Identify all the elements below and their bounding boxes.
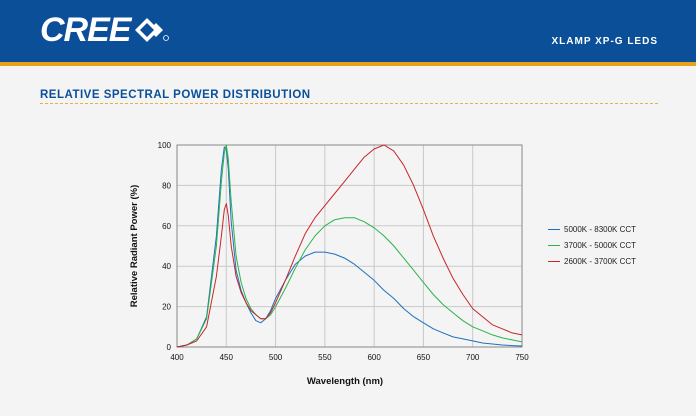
logo-text: CREE (40, 10, 131, 49)
y-tick-label: 80 (162, 181, 171, 190)
x-tick-label: 700 (466, 353, 480, 362)
legend-label: 5000K - 8300K CCT (564, 224, 637, 234)
y-tick-label: 60 (162, 222, 171, 231)
legend-label: 3700K - 5000K CCT (564, 240, 637, 250)
x-tick-label: 450 (220, 353, 234, 362)
chart-series (176, 144, 523, 348)
product-title: XLAMP XP-G LEDS (551, 36, 658, 47)
series-line-2 (176, 144, 523, 348)
x-tick-label: 600 (367, 353, 381, 362)
x-tick-label: 400 (170, 353, 184, 362)
legend-swatch (548, 244, 560, 246)
legend-item-2: 3700K - 5000K CCT (548, 237, 636, 253)
y-tick-label: 100 (158, 141, 172, 150)
cree-logo: CREE (40, 10, 170, 49)
chart-legend: 5000K - 8300K CCT 3700K - 5000K CCT 2600K … (548, 221, 636, 269)
y-tick-label: 40 (162, 262, 171, 271)
x-tick-label: 550 (318, 353, 332, 362)
plot-area-border (176, 144, 523, 348)
x-tick-label: 750 (515, 353, 529, 362)
legend-item-3: 2600K - 3700K CCT (548, 253, 636, 269)
y-tick-label: 0 (167, 343, 172, 352)
section-divider (40, 103, 658, 104)
series-line-3 (176, 144, 523, 348)
x-axis-label: Wavelength (nm) (307, 376, 383, 387)
section-title: RELATIVE SPECTRAL POWER DISTRIBUTION (40, 89, 311, 101)
diamond-logo-icon (135, 18, 170, 42)
chart-ticks: 400 450 500 550 600 650 700 750 0 20 40 60 80 100 (158, 141, 530, 362)
header-stripe (0, 62, 696, 66)
legend-item-1: 5000K - 8300K CCT (548, 221, 636, 237)
legend-swatch (548, 260, 560, 262)
legend-label: 2600K - 3700K CCT (564, 256, 637, 266)
header-bar: CREE XLAMP XP-G LEDS (0, 0, 696, 62)
y-axis-label: Relative Radiant Power (%) (129, 185, 140, 307)
series-line-1 (176, 146, 523, 348)
legend-swatch (548, 228, 560, 230)
y-tick-label: 20 (162, 303, 171, 312)
x-tick-label: 650 (417, 353, 431, 362)
x-tick-label: 500 (269, 353, 283, 362)
